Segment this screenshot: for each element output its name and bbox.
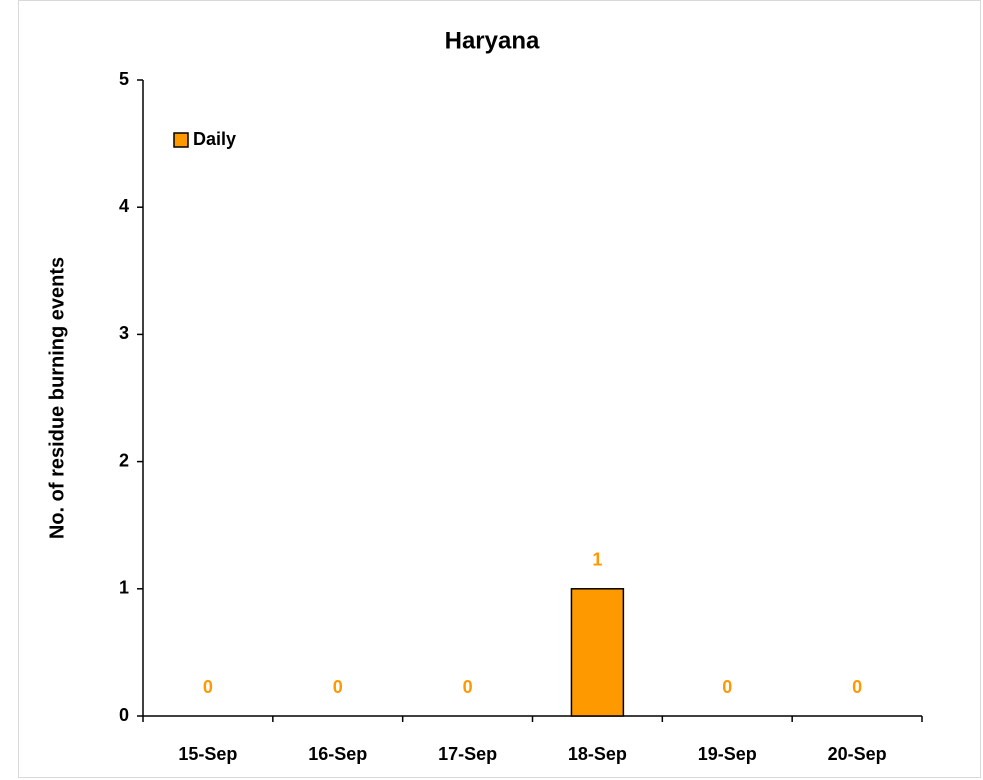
x-tick-label: 15-Sep — [178, 744, 237, 764]
legend-label: Daily — [193, 129, 236, 149]
y-tick-label: 5 — [119, 69, 129, 89]
data-label: 0 — [463, 677, 473, 697]
data-label: 0 — [852, 677, 862, 697]
y-tick-label: 4 — [119, 196, 129, 216]
x-tick-label: 16-Sep — [308, 744, 367, 764]
y-tick-label: 0 — [119, 705, 129, 725]
legend-swatch — [173, 132, 189, 148]
chart-title: Haryana — [445, 27, 540, 54]
y-tick-label: 1 — [119, 578, 129, 598]
chart-frame — [18, 0, 981, 778]
x-tick-label: 20-Sep — [828, 744, 887, 764]
data-label: 0 — [203, 677, 213, 697]
data-label: 0 — [333, 677, 343, 697]
x-tick-label: 17-Sep — [438, 744, 497, 764]
y-tick-label: 3 — [119, 323, 129, 343]
bar — [570, 588, 625, 717]
x-tick-label: 19-Sep — [698, 744, 757, 764]
x-tick-label: 18-Sep — [568, 744, 627, 764]
y-axis-label: No. of residue burning events — [46, 257, 68, 539]
y-tick-label: 2 — [119, 450, 129, 470]
data-label: 0 — [722, 677, 732, 697]
data-label: 1 — [592, 550, 602, 570]
